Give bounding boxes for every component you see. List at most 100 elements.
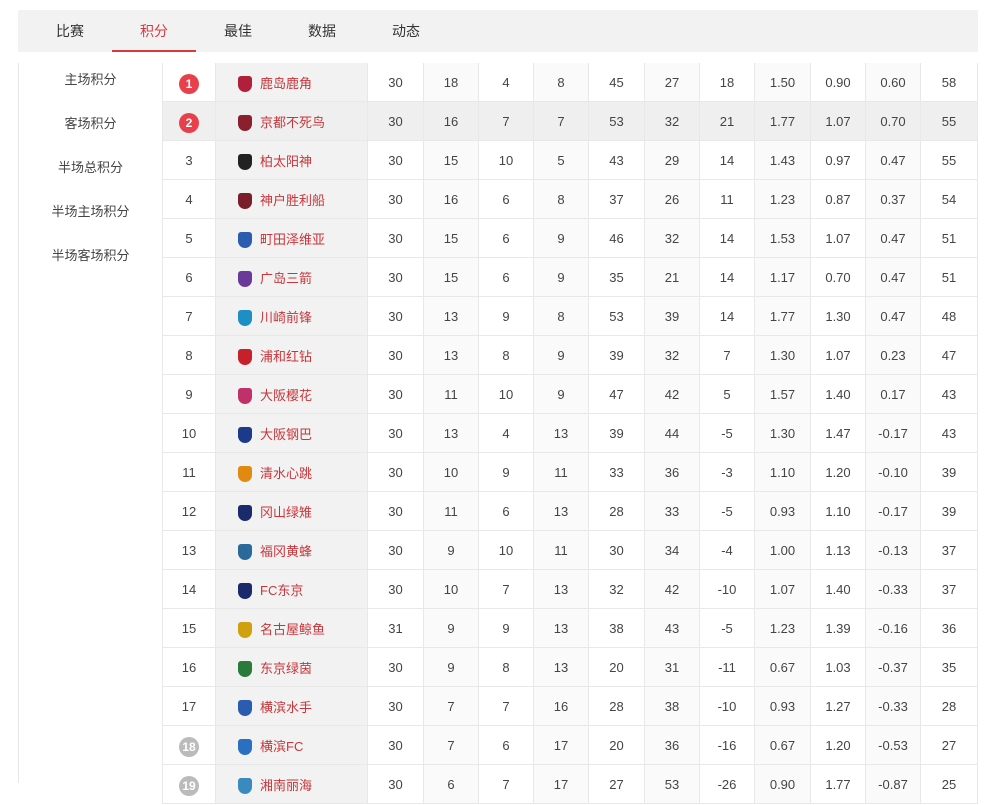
team-name[interactable]: 横滨FC <box>260 739 304 755</box>
stat-value: 17 <box>553 738 569 753</box>
stat-value: 1.10 <box>769 465 796 480</box>
team-name[interactable]: 大阪钢巴 <box>260 427 313 443</box>
rank-badge: 1 <box>179 73 199 94</box>
sidebar-item[interactable]: 半场总积分 <box>57 160 123 175</box>
rank-cell: 10 <box>162 414 216 453</box>
team-name[interactable]: 广岛三箭 <box>260 271 313 287</box>
rank: 6 <box>185 270 193 285</box>
team-cell: 横滨FC <box>216 726 368 765</box>
stat-value: 0.17 <box>880 387 906 402</box>
stat-cell: 47 <box>589 375 645 414</box>
stat-value: 5 <box>557 153 565 168</box>
team-name[interactable]: 清水心跳 <box>260 466 313 482</box>
stat-value: 1.47 <box>825 426 851 441</box>
stat-cell: 9 <box>479 297 534 336</box>
stat-value: 0.47 <box>880 153 906 168</box>
team-name[interactable]: 浦和红钻 <box>260 349 313 365</box>
rank: 4 <box>185 192 193 207</box>
team-name[interactable]: 横滨水手 <box>260 700 313 716</box>
stat-cell: 0.37 <box>866 180 921 219</box>
tab[interactable]: 比赛 <box>56 23 84 39</box>
stat-cell: 13 <box>424 414 479 453</box>
team-name[interactable]: 冈山绿雉 <box>260 505 313 521</box>
team-name[interactable]: 町田泽维亚 <box>260 232 326 248</box>
rank-cell: 17 <box>162 687 216 726</box>
stat-cell: -0.33 <box>866 570 921 609</box>
stat-cell: 34 <box>645 531 700 570</box>
stat-value: 9 <box>557 231 565 246</box>
table-row: 5 町田泽维亚 30 15 6 9 46 32 14 1.53 1.07 0.47 51 <box>162 219 978 258</box>
sidebar: 主场积分客场积分半场总积分半场主场积分 半场客场积分 <box>18 63 162 783</box>
team-name[interactable]: 神户胜利船 <box>260 193 326 209</box>
sidebar-item[interactable]: 客场积分 <box>64 116 117 131</box>
stat-value: 9 <box>557 387 565 402</box>
stat-cell: 10 <box>479 531 534 570</box>
stat-value: 8 <box>557 309 565 324</box>
stat-cell: 27 <box>921 726 978 765</box>
stat-cell: 13 <box>534 609 589 648</box>
team-logo <box>238 75 252 92</box>
team-cell: 名古屋鲸鱼 <box>216 609 368 648</box>
team-name[interactable]: 柏太阳神 <box>260 154 313 170</box>
stat-value: -0.13 <box>878 543 908 558</box>
team-name[interactable]: 鹿岛鹿角 <box>260 76 313 92</box>
stat-value: 1.30 <box>769 348 796 363</box>
team-name[interactable]: 大阪樱花 <box>260 388 313 404</box>
stat-cell: 30 <box>368 492 424 531</box>
team-name[interactable]: 名古屋鲸鱼 <box>260 622 326 638</box>
stat-cell: 43 <box>921 375 978 414</box>
stat-value: 30 <box>388 543 403 558</box>
tab[interactable]: 数据 <box>308 23 336 39</box>
stat-cell: 31 <box>368 609 424 648</box>
stat-cell: 1.00 <box>755 531 811 570</box>
stat-cell: 51 <box>921 219 978 258</box>
sidebar-item[interactable]: 主场积分 <box>64 72 117 87</box>
rank-cell: 13 <box>162 531 216 570</box>
stat-value: 44 <box>664 426 680 441</box>
tab[interactable]: 积分 <box>112 10 196 52</box>
stat-cell: 53 <box>589 297 645 336</box>
stat-value: 4 <box>502 75 510 90</box>
sidebar-item[interactable]: 半场主场积分 <box>51 204 130 219</box>
stat-value: -0.53 <box>878 738 908 753</box>
stat-cell: 30 <box>368 336 424 375</box>
stat-cell: 39 <box>921 453 978 492</box>
stat-value: 14 <box>719 231 735 246</box>
stat-value: 37 <box>609 192 624 207</box>
stat-value: 36 <box>941 621 957 636</box>
stat-value: 11 <box>444 504 458 519</box>
stat-value: 43 <box>664 621 680 636</box>
team-name[interactable]: 福冈黄蜂 <box>260 544 313 560</box>
stat-cell: 0.93 <box>755 492 811 531</box>
stat-value: 25 <box>941 777 957 792</box>
stat-cell: 0.70 <box>811 258 866 297</box>
stat-cell: -10 <box>700 687 755 726</box>
rank-cell: 12 <box>162 492 216 531</box>
stat-value: 18 <box>719 75 735 90</box>
stat-cell: 54 <box>921 180 978 219</box>
stat-cell: 30 <box>368 375 424 414</box>
stat-value: 0.90 <box>769 777 796 792</box>
team-name[interactable]: 湘南丽海 <box>260 778 313 794</box>
team-cell: 清水心跳 <box>216 453 368 492</box>
stat-cell: 28 <box>589 492 645 531</box>
rank-badge: 19 <box>179 775 199 796</box>
team-cell: 川崎前锋 <box>216 297 368 336</box>
stat-cell: 1.30 <box>755 336 811 375</box>
team-name[interactable]: FC东京 <box>260 583 304 599</box>
team-name[interactable]: 东京绿茵 <box>260 661 313 677</box>
team-name[interactable]: 京都不死鸟 <box>260 115 326 131</box>
sidebar-item[interactable]: 半场客场积分 <box>51 248 130 263</box>
stat-cell: 32 <box>645 336 700 375</box>
tab[interactable]: 动态 <box>392 23 420 39</box>
tab[interactable]: 最佳 <box>224 23 252 39</box>
stat-cell: 30 <box>368 687 424 726</box>
stat-cell: 9 <box>479 609 534 648</box>
team-name[interactable]: 川崎前锋 <box>260 310 313 326</box>
stat-cell: 14 <box>700 141 755 180</box>
stat-cell: 18 <box>424 63 479 102</box>
stat-value: 6 <box>502 738 510 753</box>
stat-value: 7 <box>502 114 510 129</box>
stat-cell: 0.60 <box>866 63 921 102</box>
stat-cell: 30 <box>368 63 424 102</box>
